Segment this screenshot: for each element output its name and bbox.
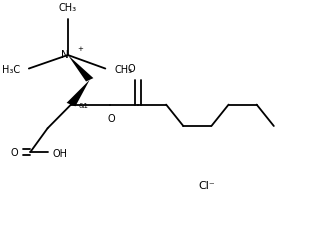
Text: +: + xyxy=(77,46,83,52)
Text: H₃C: H₃C xyxy=(2,64,20,74)
Text: Cl⁻: Cl⁻ xyxy=(198,180,215,190)
Text: OH: OH xyxy=(52,148,67,158)
Text: O: O xyxy=(10,147,18,157)
Text: O: O xyxy=(127,64,135,74)
Text: CH₃: CH₃ xyxy=(114,64,132,74)
Text: &1: &1 xyxy=(79,103,89,109)
Text: N: N xyxy=(61,50,69,60)
Polygon shape xyxy=(67,80,90,107)
Text: O: O xyxy=(108,114,115,124)
Text: CH₃: CH₃ xyxy=(59,3,77,13)
Polygon shape xyxy=(68,56,93,82)
